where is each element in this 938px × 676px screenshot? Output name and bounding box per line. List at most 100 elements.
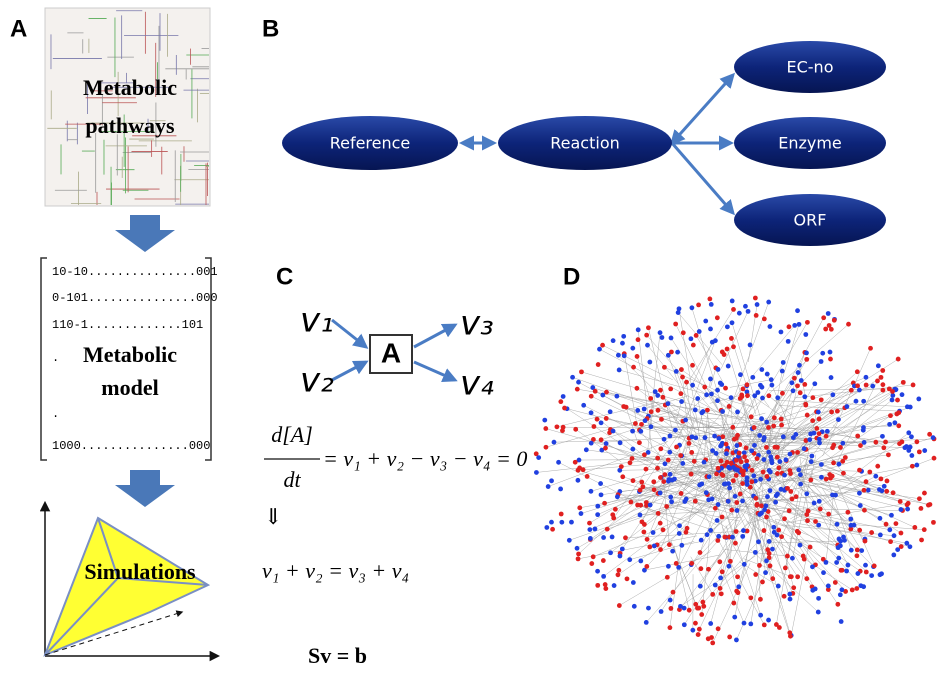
network-node — [703, 319, 708, 324]
network-node — [544, 525, 549, 530]
network-edge — [579, 459, 720, 460]
network-node — [658, 521, 663, 526]
network-node — [837, 537, 842, 542]
network-node — [753, 296, 758, 301]
network-node — [753, 550, 758, 555]
network-node — [674, 369, 679, 374]
matrix-row: . — [52, 407, 59, 421]
network-node — [839, 619, 844, 624]
network-node — [842, 538, 847, 543]
network-node — [845, 510, 850, 515]
network-node — [781, 434, 786, 439]
network-node — [647, 360, 652, 365]
network-edge — [781, 386, 797, 457]
network-node — [579, 511, 584, 516]
network-node — [768, 488, 773, 493]
network-node — [824, 477, 829, 482]
network-node — [931, 520, 936, 525]
network-node — [622, 353, 627, 358]
network-node — [544, 445, 549, 450]
network-node — [625, 576, 630, 581]
network-node — [745, 393, 750, 398]
network-node — [667, 450, 672, 455]
network-node — [745, 482, 750, 487]
network-node — [849, 523, 854, 528]
network-node — [821, 315, 826, 320]
network-node — [616, 568, 621, 573]
network-node — [872, 563, 877, 568]
network-node — [765, 372, 770, 377]
network-node — [543, 426, 548, 431]
network-node — [575, 387, 580, 392]
network-node — [709, 302, 714, 307]
network-node — [817, 431, 822, 436]
network-node — [855, 548, 860, 553]
network-node — [735, 410, 740, 415]
network-node — [661, 527, 666, 532]
network-node — [641, 530, 646, 535]
network-node — [829, 410, 834, 415]
network-node — [690, 628, 695, 633]
network-node — [781, 360, 786, 365]
network-node — [766, 450, 771, 455]
network-node — [758, 477, 763, 482]
network-node — [697, 627, 702, 632]
network-node — [696, 302, 701, 307]
network-node — [690, 363, 695, 368]
network-node — [612, 583, 617, 588]
network-node — [776, 465, 781, 470]
flow-arrow — [115, 215, 175, 252]
network-node — [914, 463, 919, 468]
network-node — [666, 479, 671, 484]
flow-arrow — [115, 470, 175, 507]
network-node — [771, 525, 776, 530]
network-node — [575, 546, 580, 551]
network-node — [885, 479, 890, 484]
network-node — [919, 506, 924, 511]
network-node — [615, 494, 620, 499]
network-node — [558, 399, 563, 404]
network-node — [768, 324, 773, 329]
network-node — [790, 556, 795, 561]
network-node — [624, 405, 629, 410]
network-node — [630, 429, 635, 434]
network-node — [829, 375, 834, 380]
network-node — [841, 471, 846, 476]
network-node — [751, 473, 756, 478]
network-node — [816, 410, 821, 415]
network-node — [814, 426, 819, 431]
network-node — [577, 466, 582, 471]
network-node — [835, 522, 840, 527]
network-node — [635, 354, 640, 359]
network-node — [727, 404, 732, 409]
network-node — [730, 425, 735, 430]
network-node — [621, 334, 626, 339]
network-node — [671, 590, 676, 595]
network-node — [817, 499, 822, 504]
network-node — [830, 392, 835, 397]
equation-denominator: dt — [283, 467, 301, 492]
network-node — [869, 573, 874, 578]
network-node — [720, 515, 725, 520]
network-node — [740, 394, 745, 399]
network-node — [599, 420, 604, 425]
network-node — [704, 392, 709, 397]
network-node — [690, 434, 695, 439]
network-node — [796, 467, 801, 472]
network-node — [791, 585, 796, 590]
network-node — [669, 606, 674, 611]
network-node — [880, 368, 885, 373]
network-node — [835, 409, 840, 414]
network-node — [771, 424, 776, 429]
network-node — [779, 487, 784, 492]
network-node — [863, 563, 868, 568]
network-node — [821, 570, 826, 575]
network-node — [679, 399, 684, 404]
network-node — [891, 490, 896, 495]
network-node — [861, 425, 866, 430]
network-node — [770, 576, 775, 581]
network-node — [722, 535, 727, 540]
network-node — [859, 548, 864, 553]
network-node — [880, 382, 885, 387]
network-node — [798, 472, 803, 477]
